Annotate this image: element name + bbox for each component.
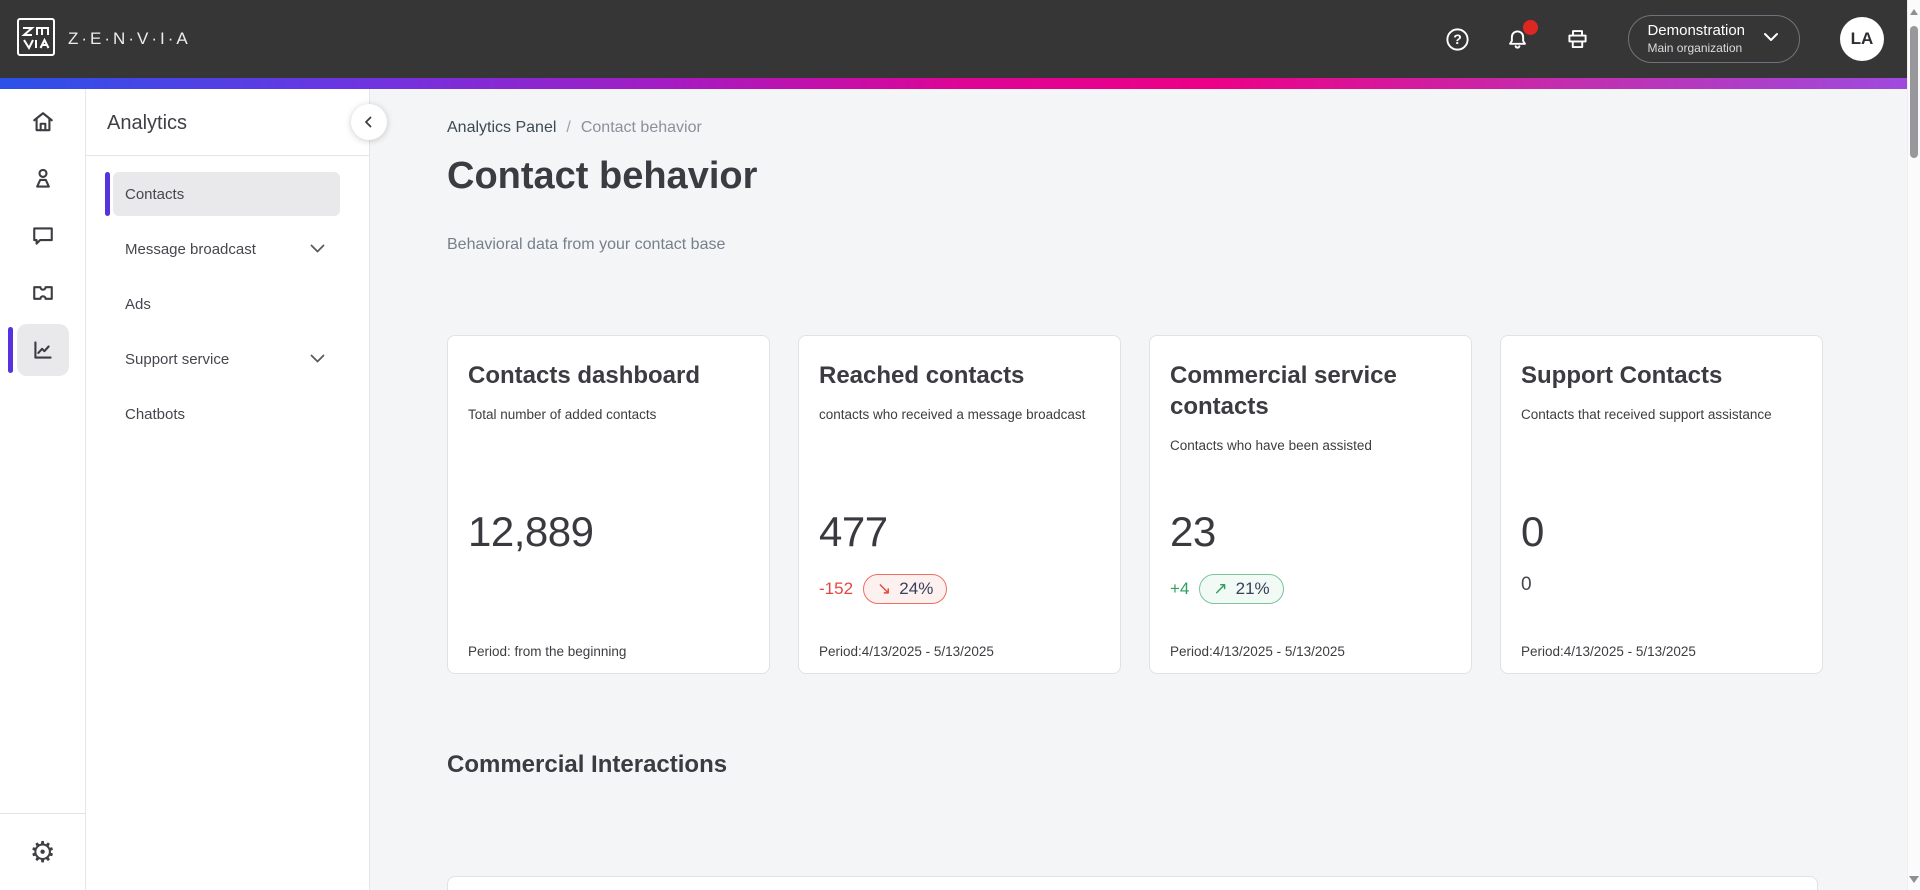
card-value: 477	[819, 508, 888, 555]
organization-subtitle: Main organization	[1647, 40, 1743, 55]
card-delta: +4	[1170, 579, 1190, 598]
user-avatar[interactable]: LA	[1840, 17, 1884, 61]
scrollbar-up-arrow[interactable]	[1910, 9, 1918, 15]
card-period: Period:4/13/2025 - 5/13/2025	[1521, 644, 1696, 659]
organization-name: Demonstration	[1647, 22, 1745, 40]
chevron-down-icon	[309, 351, 326, 368]
section-title-commercial-interactions: Commercial Interactions	[447, 751, 728, 778]
zenvia-brand[interactable]: Z·E·N·V·I·A	[16, 0, 191, 78]
arrow-up-right-icon: ↗	[1213, 579, 1228, 598]
active-indicator-bar	[105, 172, 110, 216]
chevron-left-icon	[365, 116, 372, 128]
commercial-interactions-card	[447, 876, 1818, 890]
breadcrumb-separator: /	[566, 119, 571, 136]
card-description: Total number of added contacts	[468, 407, 657, 423]
line-chart-icon	[33, 341, 52, 359]
rail-item-analytics[interactable]	[7, 324, 69, 376]
brand-gradient-bar	[0, 78, 1920, 89]
card-description: contacts who received a message broadcas…	[819, 407, 1086, 423]
sidebar-collapse-button[interactable]	[351, 104, 387, 140]
sidebar-item-chatbots[interactable]: Chatbots	[113, 392, 340, 436]
card-period: Period:4/13/2025 - 5/13/2025	[819, 644, 994, 659]
card-title: Commercial service contacts	[1170, 362, 1397, 421]
scrollbar-thumb[interactable]	[1910, 26, 1918, 158]
trend-percent: 24%	[899, 579, 934, 598]
card-title: Reached contacts	[819, 362, 1025, 389]
rail-item-conversations[interactable]	[17, 210, 69, 262]
page-subtitle: Behavioral data from your contact base	[447, 236, 726, 253]
breadcrumb-current: Contact behavior	[580, 119, 702, 136]
trend-badge-down: ↘ 24%	[863, 574, 948, 604]
scrollbar-down-arrow[interactable]	[1909, 876, 1919, 883]
sidebar-title: Analytics	[107, 112, 188, 134]
icon-rail: ⚙	[0, 89, 86, 890]
card-value: 0	[1521, 508, 1544, 555]
trend-percent: 21%	[1235, 579, 1270, 598]
help-button[interactable]: ?	[1442, 24, 1472, 54]
page-title: Contact behavior	[447, 155, 758, 197]
active-indicator-bar	[7, 327, 13, 373]
brand-wordmark: Z·E·N·V·I·A	[68, 29, 191, 48]
top-navigation-bar: Z·E·N·V·I·A ? Demonstration	[0, 0, 1920, 78]
trend-badge-up: ↗ 21%	[1199, 574, 1284, 604]
settings-gear-icon[interactable]: ⚙	[29, 834, 56, 869]
bell-icon	[1509, 29, 1526, 49]
sidebar-item-message-broadcast[interactable]: Message broadcast	[113, 227, 340, 271]
chat-bubble-icon	[32, 227, 53, 245]
printer-icon	[1568, 29, 1587, 48]
sidebar-divider	[86, 155, 369, 156]
organization-switcher[interactable]: Demonstration Main organization	[1628, 15, 1800, 63]
help-circle-icon: ?	[1446, 27, 1469, 51]
print-button[interactable]	[1562, 24, 1592, 54]
card-description: Contacts that received support assistanc…	[1521, 407, 1772, 423]
sidebar-item-contacts[interactable]: Contacts	[105, 172, 340, 216]
arrow-down-right-icon: ↘	[877, 579, 892, 598]
card-commercial-service-contacts: Commercial service contacts Contacts who…	[1149, 335, 1472, 674]
sidebar-item-support-service[interactable]: Support service	[113, 337, 340, 381]
chevron-down-icon	[1761, 30, 1781, 49]
card-value: 23	[1170, 508, 1216, 555]
sidebar-item-label: Contacts	[125, 185, 185, 203]
vertical-scrollbar	[1907, 0, 1920, 890]
card-period: Period: from the beginning	[468, 644, 627, 659]
sidebar-item-label: Chatbots	[125, 405, 186, 423]
sidebar-item-label: Ads	[125, 295, 151, 313]
sidebar-item-label: Message broadcast	[125, 240, 256, 258]
analytics-sidebar: Analytics Contacts Message broadcast Ads…	[86, 89, 370, 890]
card-title: Support Contacts	[1521, 362, 1723, 389]
card-contacts-dashboard: Contacts dashboard Total number of added…	[447, 335, 770, 674]
card-delta: -152	[819, 579, 854, 598]
breadcrumb-analytics-panel[interactable]: Analytics Panel	[447, 119, 557, 136]
rail-item-contacts[interactable]	[17, 153, 69, 205]
breadcrumb: Analytics Panel / Contact behavior	[447, 119, 702, 137]
card-period: Period:4/13/2025 - 5/13/2025	[1170, 644, 1345, 659]
chevron-down-icon	[309, 241, 326, 258]
card-secondary-value: 0	[1521, 574, 1532, 595]
zenvia-logo-icon	[16, 17, 56, 62]
notification-dot	[1523, 20, 1539, 35]
card-description: Contacts who have been assisted	[1170, 438, 1372, 454]
card-value: 12,889	[468, 508, 594, 555]
sidebar-item-label: Support service	[125, 350, 230, 368]
card-title: Contacts dashboard	[468, 362, 701, 389]
rail-item-tickets[interactable]	[17, 267, 69, 319]
home-icon	[32, 112, 53, 132]
rail-item-home[interactable]	[17, 96, 69, 148]
stat-cards-row: Contacts dashboard Total number of added…	[447, 335, 1823, 674]
ticket-icon	[32, 286, 53, 300]
card-support-contacts: Support Contacts Contacts that received …	[1500, 335, 1823, 674]
sidebar-item-ads[interactable]: Ads	[113, 282, 340, 326]
card-reached-contacts: Reached contacts contacts who received a…	[798, 335, 1121, 674]
notifications-button[interactable]	[1502, 20, 1539, 54]
main-content: Analytics Panel / Contact behavior Conta…	[370, 89, 1907, 890]
person-icon	[35, 168, 50, 188]
svg-text:?: ?	[1453, 31, 1462, 47]
